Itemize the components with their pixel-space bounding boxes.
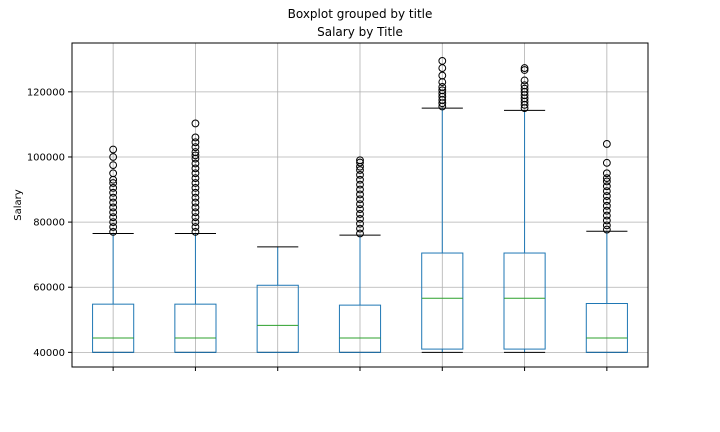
y-axis-label: Salary: [13, 189, 24, 220]
x-tick-label: Assistant Engineer: [109, 372, 120, 432]
x-tick-label: Staff: [520, 372, 531, 396]
x-tick-label: Technique Leader: [602, 372, 613, 432]
y-tick-label: 60000: [33, 283, 65, 294]
y-tick-label: 100000: [27, 152, 65, 163]
y-tick-label: 120000: [27, 87, 65, 98]
x-tick-label: Engineer: [191, 372, 202, 417]
y-tick-label: 80000: [33, 218, 65, 229]
x-tick-label: Senior Engineer: [356, 372, 367, 432]
x-tick-label: Manager: [273, 372, 284, 417]
y-tick-label: 40000: [33, 348, 65, 359]
x-tick-label: Senior Staff: [438, 372, 449, 431]
